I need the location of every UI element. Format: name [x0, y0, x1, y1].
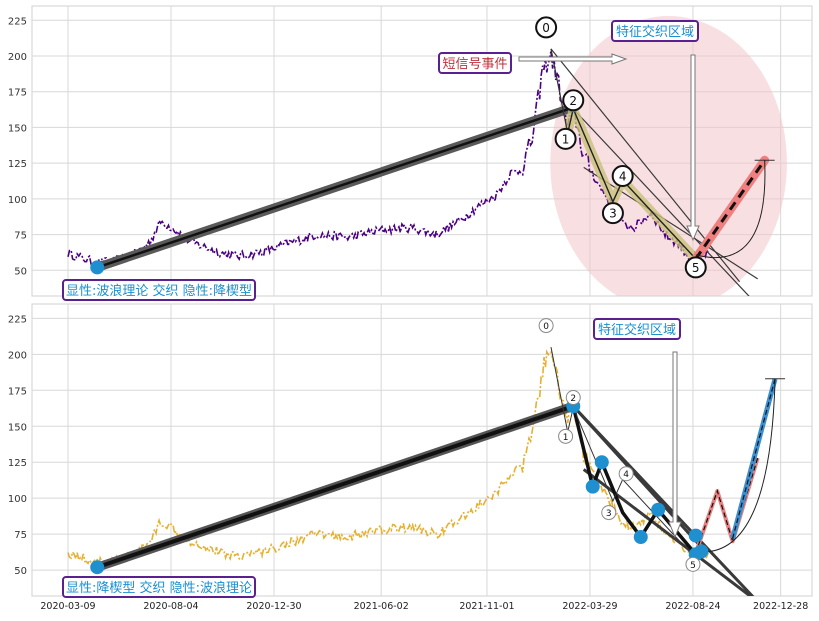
bottom-ytick-label: 75	[14, 530, 27, 541]
wave-label-2-circle	[562, 89, 585, 112]
bottom-ytick-label: 175	[8, 386, 27, 397]
wave-label-4: 4	[623, 470, 629, 480]
feature-zone-label: 特征交织区域	[598, 322, 676, 338]
wave-label-1-circle	[554, 127, 577, 150]
xtick-label: 2021-06-02	[354, 601, 409, 612]
top-ytick-label: 100	[8, 195, 27, 206]
wave-label-1: 1	[563, 433, 569, 443]
wave-label-3: 3	[609, 207, 617, 221]
wave-label-5: 5	[690, 561, 696, 571]
pattern-label: 显性:降楔型 交织 隐性:波浪理论	[66, 580, 252, 596]
top-ytick-label: 200	[8, 52, 27, 63]
bottom-ytick-label: 100	[8, 494, 27, 505]
xtick-label: 2020-12-30	[246, 601, 301, 612]
wave-marker	[694, 544, 709, 559]
wave-label-5: 5	[692, 261, 700, 275]
projection-arc	[695, 378, 776, 553]
wave-marker	[633, 530, 648, 545]
xtick-label: 2021-11-01	[459, 601, 514, 612]
wave-label-3-circle	[601, 505, 617, 521]
feature-zone-label-box	[593, 318, 681, 340]
wave-label-4-circle	[618, 466, 634, 482]
wave-label-1-circle	[558, 428, 574, 444]
wave-label-4-circle	[611, 165, 634, 187]
projection-blue-line	[732, 378, 776, 539]
feature-zone-ellipse	[550, 16, 787, 296]
wave-label-5-circle	[684, 256, 707, 279]
signal-event-label-box	[438, 52, 512, 74]
top-ytick-label: 125	[8, 159, 27, 170]
feature-zone-arrow	[686, 54, 700, 242]
signal-event-arrow	[518, 53, 628, 65]
wave-label-1: 1	[562, 132, 570, 146]
bottom-channel-line	[572, 405, 755, 596]
top-price-series	[67, 50, 710, 268]
xtick-label: 2022-12-28	[753, 601, 808, 612]
bottom-ytick-label: 225	[8, 314, 27, 325]
wave-label-4: 4	[619, 170, 627, 184]
bottom-ytick-label: 200	[8, 350, 27, 361]
feature-zone-label: 特征交织区域	[616, 24, 694, 40]
wave-path-start	[550, 48, 569, 134]
trend-start-marker	[90, 260, 105, 275]
wave-label-5-circle	[685, 556, 701, 572]
bottom-ytick-label: 150	[8, 422, 27, 433]
top-channel-line	[583, 166, 759, 280]
wave-marker	[585, 479, 600, 494]
wave-label-2-circle	[565, 389, 581, 405]
wave-label-0-circle	[535, 16, 558, 39]
wave-label-0: 0	[542, 21, 550, 35]
xtick-label: 2020-08-04	[143, 601, 198, 612]
bottom-price-series	[67, 349, 710, 567]
xtick-label: 2022-03-29	[562, 601, 617, 612]
wave-label-0: 0	[543, 322, 549, 332]
xtick-label: 2020-03-09	[40, 601, 95, 612]
projection-line	[694, 159, 766, 260]
xtick-label: 2022-08-24	[665, 601, 720, 612]
wave-marker	[90, 560, 105, 575]
wave-marker	[594, 455, 609, 470]
pattern-label: 显性:波浪理论 交织 隐性:降楔型	[66, 283, 252, 299]
feature-zone-arrow	[668, 351, 682, 539]
top-ytick-label: 175	[8, 88, 27, 99]
wave-label-0-circle	[538, 318, 554, 334]
bottom-panel: 50 75 100 125 150 175 200 225 0 1 2 3 4 5 特征交织区域显性:降楔型…	[8, 303, 813, 598]
wave-label-3-circle	[601, 202, 624, 225]
pattern-label-box	[62, 279, 256, 301]
projection-arc	[695, 160, 766, 259]
wave-marker	[688, 528, 703, 543]
wave-marker	[651, 502, 666, 517]
wave-label-2: 2	[569, 94, 577, 108]
wave-label-3: 3	[606, 509, 612, 519]
top-channel-line	[572, 108, 750, 296]
wave-label-2: 2	[570, 394, 576, 404]
bottom-ytick-label: 50	[14, 566, 27, 577]
top-ytick-label: 150	[8, 123, 27, 134]
top-trend-line	[96, 106, 574, 269]
wave-thin-path	[550, 347, 697, 559]
signal-event-label: 短信号事件	[442, 57, 507, 72]
feature-zone-label-box	[611, 20, 699, 42]
pattern-label-box	[62, 576, 256, 598]
wave-path	[567, 106, 697, 260]
bottom-trend-line	[96, 404, 574, 570]
bottom-ytick-label: 125	[8, 458, 27, 469]
top-ytick-label: 50	[14, 266, 27, 277]
top-ytick-label: 75	[14, 231, 27, 242]
top-ytick-label: 225	[8, 16, 27, 27]
top-panel: 50 75 100 125 150 175 200 225 0 1 2 3 4 5 短信号事件 特征交织区域显…	[8, 5, 813, 301]
